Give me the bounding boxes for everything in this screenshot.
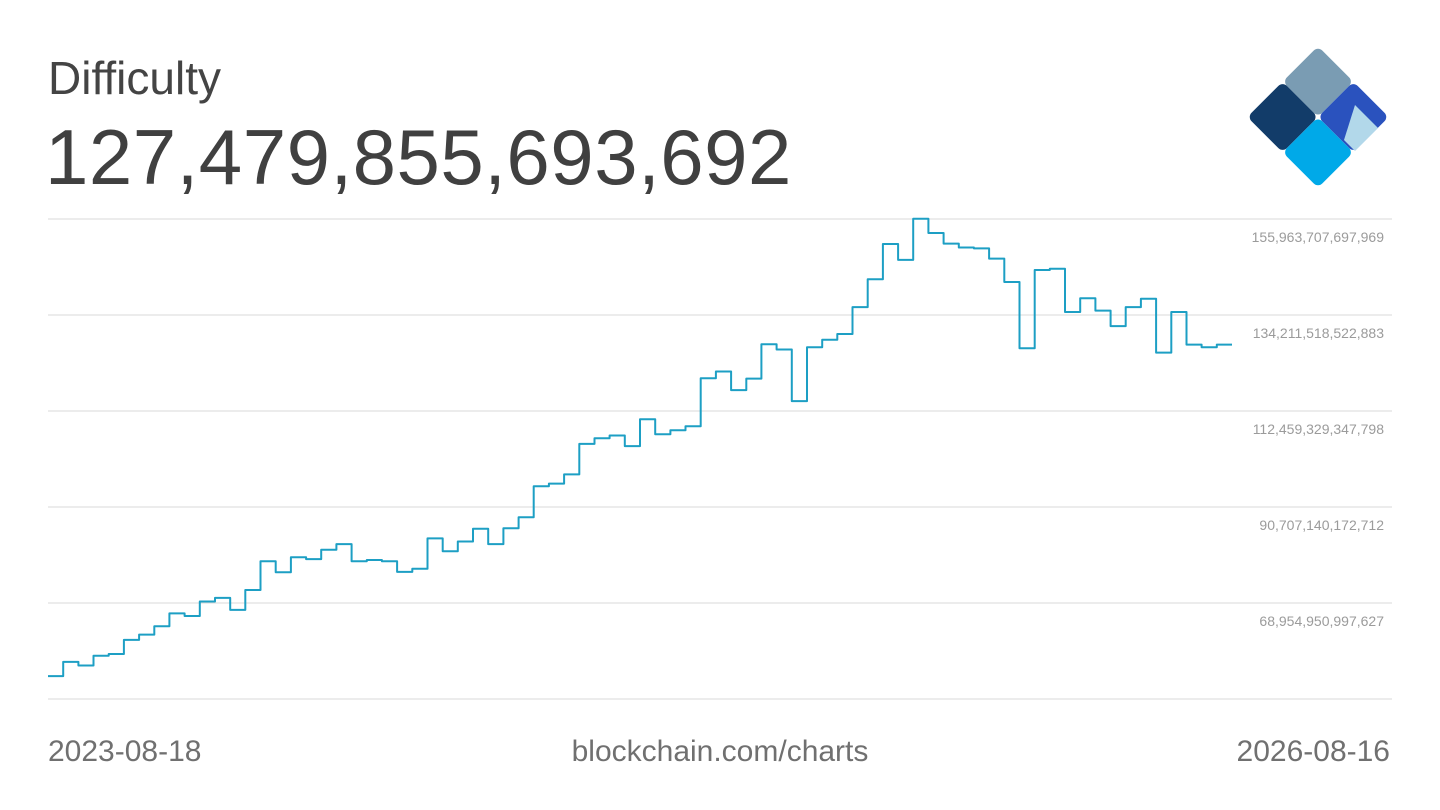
blockchain-diamond-logo-icon: [1249, 48, 1387, 186]
logo-segment-left: [1249, 84, 1316, 150]
y-axis-tick-labels: 155,963,707,697,969 134,211,518,522,883 11…: [1252, 229, 1385, 629]
series-lines: [48, 217, 1232, 678]
end-date-label: 2026-08-16: [1236, 735, 1390, 768]
grid-lines: [48, 218, 1392, 700]
chart-title: Difficulty: [48, 52, 221, 104]
source-link[interactable]: blockchain.com/charts: [571, 735, 869, 768]
current-difficulty-value: 127,479,855,693,692: [45, 113, 792, 201]
difficulty-series-line: [48, 217, 1232, 678]
logo-segment-corner: [1344, 105, 1378, 151]
logo-segment-bottom: [1285, 119, 1351, 186]
y-tick-label: 90,707,140,172,712: [1259, 517, 1384, 533]
y-tick-label: 112,459,329,347,798: [1253, 421, 1385, 437]
logo-segment-top: [1285, 48, 1351, 115]
start-date-label: 2023-08-18: [48, 735, 202, 768]
y-tick-label: 134,211,518,522,883: [1253, 325, 1385, 341]
y-tick-label: 155,963,707,697,969: [1252, 229, 1385, 245]
y-tick-label: 68,954,950,997,627: [1259, 613, 1384, 629]
